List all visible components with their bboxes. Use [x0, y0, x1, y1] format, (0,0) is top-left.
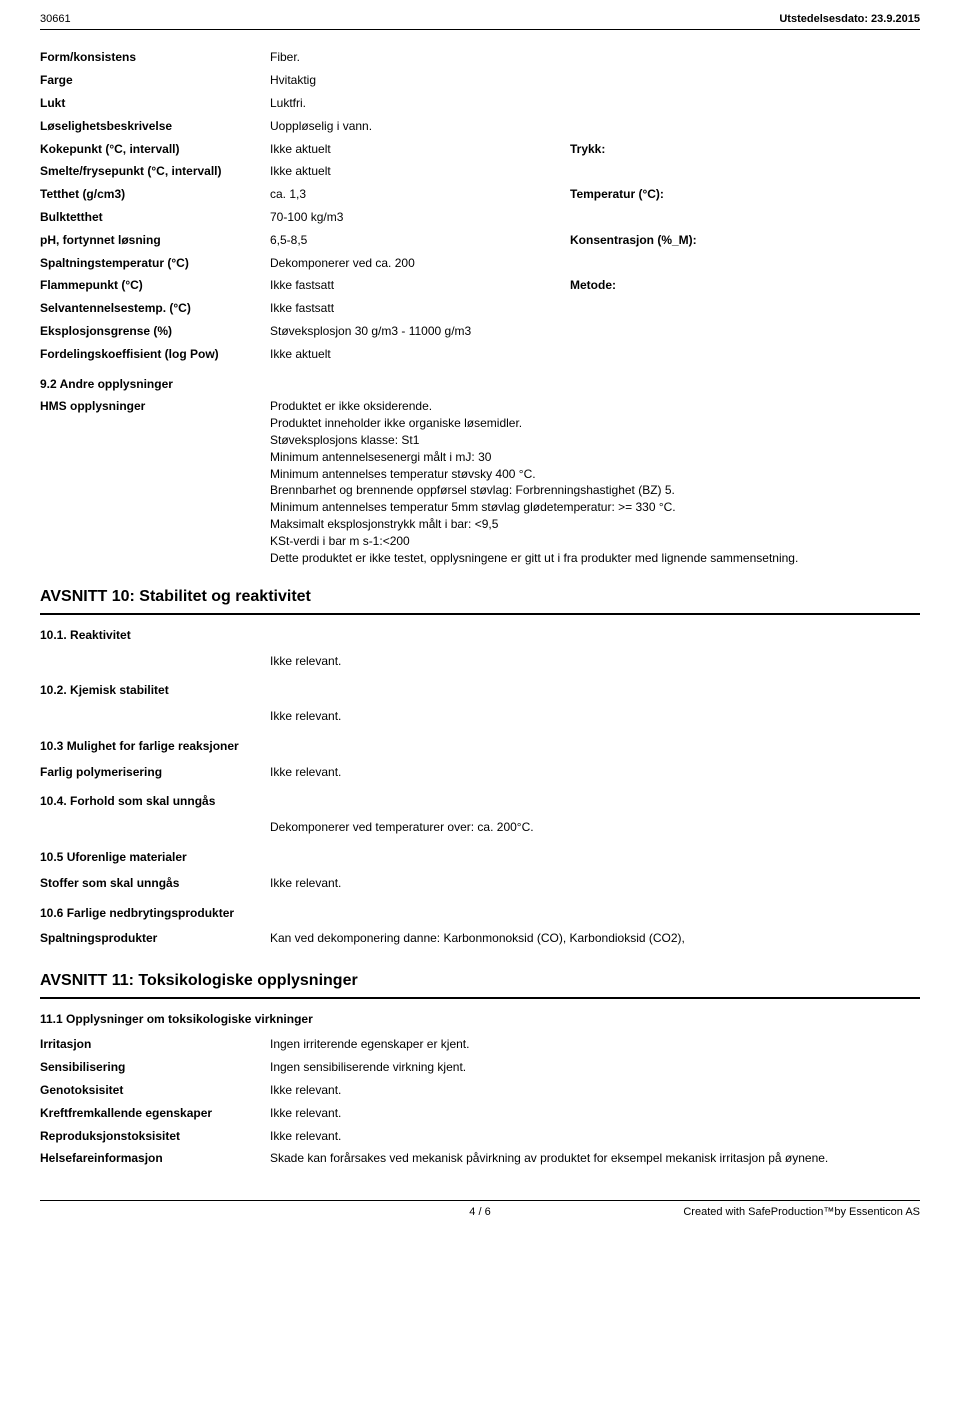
page-number: 4 / 6: [469, 1205, 490, 1220]
prop-value: 6,5-8,5: [270, 232, 570, 249]
doc-id: 30661: [40, 12, 71, 27]
s106-label: 10.6 Farlige nedbrytingsprodukter: [40, 905, 920, 922]
footer-right: Created with SafeProduction™by Essentico…: [683, 1205, 920, 1220]
prop-value: Ikke aktuelt: [270, 163, 570, 180]
prop-label: pH, fortynnet løsning: [40, 232, 270, 249]
prop-label: Flammepunkt (°C): [40, 277, 270, 294]
tox-value: Ingen irriterende egenskaper er kjent.: [270, 1036, 469, 1053]
section-10-title: AVSNITT 10: Stabilitet og reaktivitet: [40, 586, 920, 614]
s103-subvalue: Ikke relevant.: [270, 764, 341, 781]
prop-label: Tetthet (g/cm3): [40, 186, 270, 203]
properties-table: Form/konsistensFiber. FargeHvitaktig Luk…: [40, 46, 920, 365]
prop-label: Farge: [40, 72, 270, 89]
prop-value: 70-100 kg/m3: [270, 209, 570, 226]
s105-sublabel: Stoffer som skal unngås: [40, 875, 270, 892]
header-bar: 30661 Utstedelsesdato: 23.9.2015: [40, 12, 920, 30]
tox-value: Ingen sensibiliserende virkning kjent.: [270, 1059, 466, 1076]
prop-label: Kokepunkt (°C, intervall): [40, 141, 270, 158]
prop-extra: Konsentrasjon (%_M):: [570, 232, 697, 249]
s102-value: Ikke relevant.: [270, 705, 920, 728]
prop-value: Fiber.: [270, 49, 570, 66]
prop-label: Smelte/frysepunkt (°C, intervall): [40, 163, 270, 180]
prop-label: Selvantennelsestemp. (°C): [40, 300, 270, 317]
tox-label: Reproduksjonstoksisitet: [40, 1128, 270, 1145]
prop-extra: Trykk:: [570, 141, 605, 158]
s102-label: 10.2. Kjemisk stabilitet: [40, 682, 920, 699]
prop-value: Luktfri.: [270, 95, 570, 112]
prop-label: Løselighetsbeskrivelse: [40, 118, 270, 135]
s105-label: 10.5 Uforenlige materialer: [40, 849, 920, 866]
prop-value: Dekomponerer ved ca. 200: [270, 255, 570, 272]
s103-sublabel: Farlig polymerisering: [40, 764, 270, 781]
prop-label: Form/konsistens: [40, 49, 270, 66]
issue-date: Utstedelsesdato: 23.9.2015: [779, 12, 920, 27]
prop-label: Spaltningstemperatur (°C): [40, 255, 270, 272]
prop-value: ca. 1,3: [270, 186, 570, 203]
sub-92: 9.2 Andre opplysninger: [40, 376, 920, 393]
tox-label: Genotoksisitet: [40, 1082, 270, 1099]
prop-label: Fordelingskoeffisient (log Pow): [40, 346, 270, 363]
prop-value: Uoppløselig i vann.: [270, 118, 570, 135]
tox-label: Sensibilisering: [40, 1059, 270, 1076]
s105-subvalue: Ikke relevant.: [270, 875, 341, 892]
prop-value: Hvitaktig: [270, 72, 570, 89]
tox-label: Kreftfremkallende egenskaper: [40, 1105, 270, 1122]
prop-value: Ikke fastsatt: [270, 277, 570, 294]
tox-value: Ikke relevant.: [270, 1082, 341, 1099]
prop-label: Lukt: [40, 95, 270, 112]
s104-value: Dekomponerer ved temperaturer over: ca. …: [270, 816, 920, 839]
hms-block: HMS opplysninger Produktet er ikke oksid…: [40, 398, 920, 566]
hms-text: Produktet er ikke oksiderende. Produktet…: [270, 398, 920, 566]
tox-label: Irritasjon: [40, 1036, 270, 1053]
prop-value: Ikke aktuelt: [270, 141, 570, 158]
tox-value: Ikke relevant.: [270, 1105, 341, 1122]
prop-value: Støveksplosjon 30 g/m3 - 11000 g/m3: [270, 323, 570, 340]
s101-value: Ikke relevant.: [270, 650, 920, 673]
footer: 4 / 6 Created with SafeProduction™by Ess…: [40, 1200, 920, 1220]
s103-label: 10.3 Mulighet for farlige reaksjoner: [40, 738, 920, 755]
s101-label: 10.1. Reaktivitet: [40, 627, 920, 644]
prop-value: Ikke aktuelt: [270, 346, 570, 363]
prop-value: Ikke fastsatt: [270, 300, 570, 317]
s106-subvalue: Kan ved dekomponering danne: Karbonmonok…: [270, 930, 685, 947]
tox-label: Helsefareinformasjon: [40, 1150, 270, 1167]
hms-label: HMS opplysninger: [40, 398, 270, 566]
section-11-title: AVSNITT 11: Toksikologiske opplysninger: [40, 970, 920, 998]
s104-label: 10.4. Forhold som skal unngås: [40, 793, 920, 810]
tox-value: Skade kan forårsakes ved mekanisk påvirk…: [270, 1150, 920, 1167]
s111-label: 11.1 Opplysninger om toksikologiske virk…: [40, 1011, 920, 1028]
prop-extra: Metode:: [570, 277, 616, 294]
prop-extra: Temperatur (°C):: [570, 186, 664, 203]
s106-sublabel: Spaltningsprodukter: [40, 930, 270, 947]
prop-label: Eksplosjonsgrense (%): [40, 323, 270, 340]
prop-label: Bulktetthet: [40, 209, 270, 226]
tox-value: Ikke relevant.: [270, 1128, 341, 1145]
